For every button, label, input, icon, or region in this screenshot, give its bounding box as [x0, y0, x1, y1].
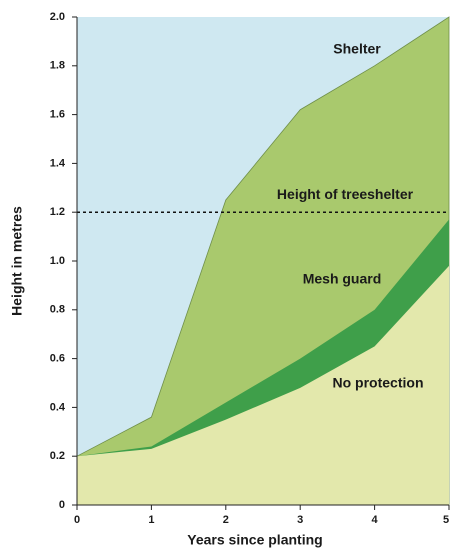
x-tick-label: 2 — [223, 514, 229, 526]
x-tick-label: 0 — [74, 514, 80, 526]
series-label: Mesh guard — [303, 271, 382, 287]
y-tick-label: 0.4 — [50, 401, 66, 413]
y-tick-label: 2.0 — [50, 11, 65, 23]
x-tick-label: 3 — [297, 514, 303, 526]
y-axis-title: Height in metres — [9, 206, 25, 316]
y-tick-label: 0.2 — [50, 450, 65, 462]
y-tick-label: 1.4 — [50, 157, 66, 169]
series-label: Shelter — [333, 41, 381, 57]
y-tick-label: 0 — [59, 499, 65, 511]
y-tick-label: 1.0 — [50, 255, 65, 267]
y-tick-label: 0.8 — [50, 304, 65, 316]
series-label: No protection — [333, 375, 424, 391]
x-tick-label: 5 — [443, 514, 449, 526]
y-tick-label: 0.6 — [50, 353, 65, 365]
y-tick-label: 1.8 — [50, 60, 65, 72]
x-axis-title: Years since planting — [187, 532, 322, 548]
annotation: Height of treeshelter — [277, 186, 414, 202]
page: Years since planting Height in metres He… — [0, 0, 451, 548]
x-tick-label: 1 — [148, 514, 154, 526]
y-tick-label: 1.2 — [50, 206, 65, 218]
chart: Years since planting Height in metres He… — [0, 0, 451, 548]
y-tick-label: 1.6 — [50, 109, 65, 121]
x-tick-label: 4 — [372, 514, 379, 526]
